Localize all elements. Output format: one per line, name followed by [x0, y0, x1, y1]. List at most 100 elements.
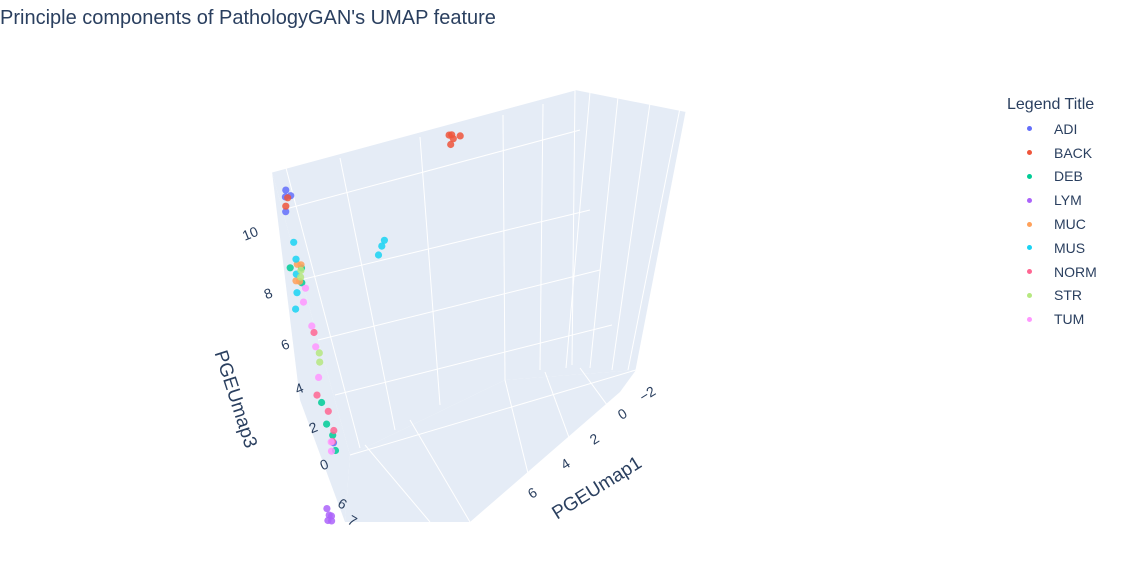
data-point-back — [282, 202, 290, 210]
grid-line-right — [611, 102, 651, 371]
data-point-str — [297, 266, 305, 274]
data-point-back — [456, 132, 464, 140]
legend-item-tum[interactable]: TUM — [1007, 307, 1097, 331]
legend-item-label: TUM — [1054, 311, 1085, 328]
legend-item-label: MUS — [1054, 239, 1086, 256]
data-point-mus — [290, 238, 298, 246]
z-tick-label: 10 — [240, 223, 261, 244]
chart-title: Principle components of PathologyGAN's U… — [0, 7, 496, 29]
legend-marker-icon — [1027, 150, 1032, 156]
data-point-mus — [293, 289, 301, 297]
legend-item-label: NORM — [1054, 263, 1097, 280]
legend-item-label: STR — [1054, 287, 1082, 304]
x-tick-label: 0 — [615, 405, 630, 423]
data-point-deb — [323, 420, 331, 428]
data-point-tum — [299, 298, 308, 306]
legend-item-deb[interactable]: DEB — [1007, 165, 1097, 189]
legend-marker-icon — [1027, 316, 1032, 322]
legend-item-lym[interactable]: LYM — [1007, 188, 1097, 212]
legend-item-norm[interactable]: NORM — [1007, 260, 1097, 284]
grid-line-horizontal — [271, 89, 576, 173]
grid-line-floor — [504, 379, 541, 523]
grid-line-right — [589, 96, 619, 369]
floor-pane — [345, 370, 636, 522]
grid-line-floor — [364, 444, 431, 523]
legend-item-label: DEB — [1054, 168, 1083, 185]
grid-line-horizontal — [281, 129, 581, 211]
grid-line-horizontal — [334, 324, 613, 396]
data-point-back — [447, 140, 455, 149]
data-point-adi — [282, 208, 290, 216]
legend-item-mus[interactable]: MUS — [1007, 236, 1097, 260]
data-point-mus — [380, 236, 388, 244]
data-point-tum — [308, 322, 316, 330]
legend-item-label: LYM — [1054, 192, 1082, 209]
data-point-mus — [292, 305, 300, 313]
x-tick-label: 2 — [587, 430, 602, 448]
grid-line-floor — [544, 371, 601, 523]
grid-lines — [271, 89, 687, 523]
legend-item-label: MUC — [1054, 216, 1086, 233]
x-tick-label: −2 — [636, 383, 658, 405]
grid-line-vertical — [502, 114, 506, 381]
data-point-str — [297, 273, 305, 281]
data-point-norm — [313, 391, 321, 399]
data-point-norm — [324, 407, 332, 415]
legend-item-muc[interactable]: MUC — [1007, 212, 1097, 236]
data-point-tum — [327, 438, 335, 446]
legend-marker-icon — [1027, 126, 1032, 132]
legend-marker-icon — [1027, 292, 1032, 298]
legend-item-adi[interactable]: ADI — [1007, 117, 1097, 141]
x-tick-label: 4 — [558, 455, 573, 473]
data-point-back — [284, 194, 292, 202]
grid-line-right — [627, 107, 681, 371]
data-point-deb — [318, 398, 326, 407]
data-point-norm — [310, 328, 318, 337]
z-axis-title: PGEUmap3 — [210, 348, 261, 451]
grid-line-horizontal — [299, 209, 591, 281]
legend-title: Legend Title — [1007, 96, 1095, 113]
data-point-mus — [374, 251, 383, 259]
legend-item-back[interactable]: BACK — [1007, 141, 1097, 165]
legend-marker-icon — [1027, 269, 1032, 275]
legend-marker-icon — [1027, 221, 1032, 227]
data-point-mus — [378, 242, 386, 250]
grid-line-vertical — [539, 103, 544, 371]
legend: Legend Title ADI BACK DEB LYM MUC MUS NORM STR T… — [1007, 96, 1097, 331]
data-points — [281, 131, 464, 525]
data-point-str — [316, 358, 324, 366]
legend-marker-icon — [1027, 173, 1032, 179]
grid-line-floor — [409, 419, 471, 523]
grid-line-vertical — [571, 89, 576, 366]
data-point-tum — [315, 373, 323, 381]
data-point-deb — [286, 264, 294, 272]
data-point-tum — [327, 447, 336, 455]
data-point-tum — [301, 284, 310, 292]
grid-line-horizontal — [349, 369, 637, 456]
data-point-muc — [297, 261, 305, 269]
z-tick-label: 6 — [279, 335, 292, 353]
grid-line-right — [635, 111, 687, 371]
legend-item-str[interactable]: STR — [1007, 284, 1097, 308]
grid-line-horizontal — [317, 269, 601, 341]
grid-line-right — [565, 91, 591, 369]
legend-item-label: ADI — [1054, 120, 1078, 137]
data-point-norm — [330, 426, 338, 435]
legend-marker-icon — [1027, 197, 1032, 203]
legend-item-label: BACK — [1054, 144, 1093, 161]
data-point-lym — [323, 505, 331, 513]
grid-line-vertical — [285, 167, 361, 449]
legend-marker-icon — [1027, 245, 1032, 251]
data-point-str — [315, 349, 323, 357]
data-point-adi — [282, 186, 290, 194]
data-point-lym — [327, 512, 336, 520]
grid-line-vertical — [419, 136, 441, 406]
grid-line-vertical — [339, 157, 396, 431]
data-point-tum — [312, 343, 320, 351]
grid-line-floor — [579, 367, 641, 451]
data-point-back — [445, 131, 453, 139]
x-tick-label: 6 — [525, 484, 540, 502]
data-point-mus — [292, 255, 300, 263]
z-tick-label: 8 — [262, 284, 275, 302]
